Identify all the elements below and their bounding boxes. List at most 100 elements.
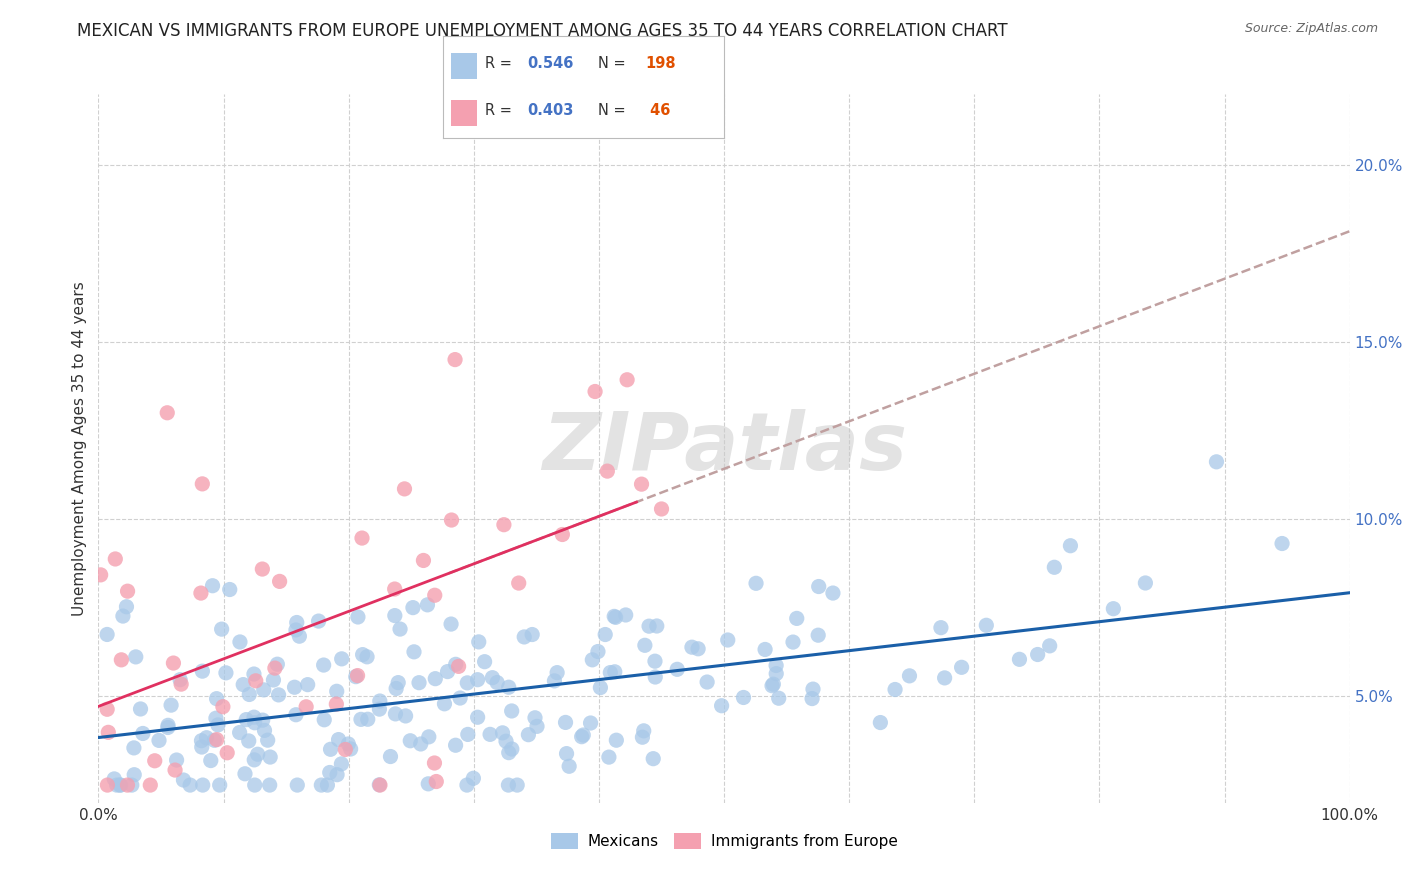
Point [347,610,370,624]
Point [603,665,626,679]
Point [586,644,609,658]
Point [513,630,536,644]
Point [233,766,256,780]
Point [259,750,281,764]
Point [252,713,274,727]
Point [801,682,824,697]
Point [1205,455,1227,469]
Point [285,778,308,792]
Point [253,682,276,697]
Point [243,667,266,681]
Text: N =: N = [598,103,630,118]
Point [266,657,288,672]
Point [614,607,637,622]
Point [325,697,347,711]
Point [444,738,467,752]
Text: 0.546: 0.546 [527,56,574,70]
Point [498,746,520,760]
Point [1271,536,1294,550]
Point [950,660,973,674]
Point [115,599,138,614]
Point [782,635,804,649]
Point [335,742,357,756]
Point [330,652,353,666]
Point [436,665,458,679]
Point [346,668,368,682]
Point [243,778,266,792]
Point [295,699,318,714]
Point [508,576,530,591]
Point [285,615,308,630]
Point [311,778,333,792]
Point [103,772,125,786]
Point [616,373,638,387]
Point [90,567,112,582]
Point [456,778,478,792]
Point [191,778,214,792]
Point [259,778,281,792]
Point [650,502,672,516]
Point [644,654,666,668]
Point [605,610,627,624]
Point [143,754,166,768]
Point [761,679,783,693]
Point [517,728,540,742]
Point [481,671,503,685]
Point [211,622,233,636]
Point [605,733,627,747]
Point [498,680,520,694]
Point [631,730,654,744]
Point [344,670,367,684]
Point [205,691,228,706]
Point [696,675,718,690]
Point [312,658,335,673]
Point [1135,576,1157,591]
Point [418,777,440,791]
Point [762,677,785,691]
Point [498,778,520,792]
Text: N =: N = [598,56,630,70]
Point [117,778,139,792]
Point [389,622,412,636]
Point [308,614,330,628]
Point [235,713,257,727]
Point [456,676,478,690]
Point [256,733,278,747]
Point [501,704,523,718]
Point [165,763,187,777]
Point [96,702,118,716]
Point [288,629,311,643]
Point [765,658,787,673]
Point [768,691,790,706]
Point [160,698,183,713]
Point [408,675,430,690]
Point [316,778,339,792]
Y-axis label: Unemployment Among Ages 35 to 44 years: Unemployment Among Ages 35 to 44 years [72,281,87,615]
Point [328,732,350,747]
Point [467,673,489,687]
Point [125,649,148,664]
Point [1026,648,1049,662]
Point [402,645,425,659]
Point [733,690,755,705]
Point [1102,601,1125,615]
Text: MEXICAN VS IMMIGRANTS FROM EUROPE UNEMPLOYMENT AMONG AGES 35 TO 44 YEARS CORRELA: MEXICAN VS IMMIGRANTS FROM EUROPE UNEMPL… [77,22,1008,40]
Text: Source: ZipAtlas.com: Source: ZipAtlas.com [1244,22,1378,36]
Point [474,655,496,669]
Point [105,778,128,792]
Point [238,688,260,702]
Point [681,640,703,655]
Point [976,618,998,632]
Point [217,746,239,760]
Text: 198: 198 [645,56,676,70]
Point [243,710,266,724]
Point [337,737,360,751]
Point [264,661,287,675]
Point [207,718,229,732]
Point [634,638,657,652]
Point [409,737,432,751]
Point [253,723,276,738]
Point [190,586,212,600]
Point [444,352,467,367]
Point [384,608,406,623]
